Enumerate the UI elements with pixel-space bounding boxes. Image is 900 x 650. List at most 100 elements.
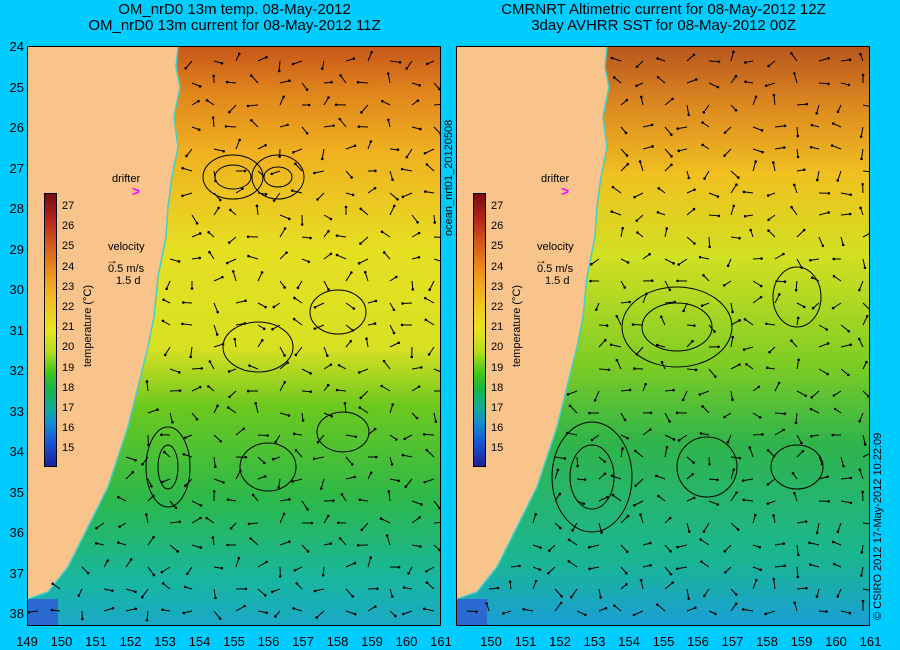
current-arrow-head xyxy=(228,110,231,114)
current-arrow xyxy=(411,214,419,223)
current-arrow-head xyxy=(827,82,830,86)
current-arrow xyxy=(406,148,413,158)
current-arrow-head xyxy=(737,176,740,179)
current-arrow-head xyxy=(692,53,696,57)
current-arrow-head xyxy=(831,540,835,544)
current-arrow xyxy=(766,82,776,87)
current-arrow xyxy=(314,324,325,330)
current-arrow xyxy=(301,500,308,510)
current-arrow xyxy=(213,324,218,335)
current-arrow-head xyxy=(761,433,764,436)
current-arrow-head xyxy=(353,561,357,565)
current-arrow-head xyxy=(312,457,316,461)
current-arrow xyxy=(774,429,784,436)
current-arrow-head xyxy=(305,88,309,91)
current-arrow-head xyxy=(670,154,673,158)
current-arrow xyxy=(774,125,785,128)
current-arrow-head xyxy=(376,587,379,590)
current-arrow xyxy=(730,390,733,400)
colorbar-tick-label: 23 xyxy=(62,280,75,293)
current-arrow-head xyxy=(274,615,277,618)
south-water xyxy=(457,599,487,625)
current-arrow xyxy=(295,346,303,356)
current-arrow xyxy=(743,191,754,194)
current-arrow xyxy=(183,453,193,458)
current-arrow-head xyxy=(248,364,251,367)
current-arrow-head xyxy=(145,618,149,622)
current-arrow xyxy=(191,544,201,549)
velocity-time: 1.5 d xyxy=(116,275,141,287)
current-arrow-head xyxy=(669,572,673,576)
longitude-label: 158 xyxy=(326,634,349,649)
latitude-label: 36 xyxy=(9,525,24,540)
current-arrow-head xyxy=(692,496,696,500)
current-arrow-head xyxy=(227,241,231,244)
right-map-panel[interactable]: drifter > velocity → 0.5 m/s 1.5 d 27 26 2… xyxy=(456,46,870,626)
current-arrow-head xyxy=(392,204,396,208)
current-arrow-head xyxy=(672,388,675,392)
current-arrow-head xyxy=(183,484,187,488)
current-arrow xyxy=(257,561,267,568)
current-arrow xyxy=(708,500,718,505)
current-arrow xyxy=(686,456,694,464)
current-arrow xyxy=(664,228,668,238)
current-arrow xyxy=(186,148,193,157)
latitude-label: 24 xyxy=(9,39,24,54)
current-arrow xyxy=(752,433,763,436)
current-arrow xyxy=(191,367,202,370)
current-arrow-head xyxy=(649,563,652,567)
latitude-label: 32 xyxy=(9,363,24,378)
current-arrow-head xyxy=(672,262,675,265)
current-arrow xyxy=(279,541,290,546)
current-arrow xyxy=(389,148,398,151)
current-arrow xyxy=(361,522,369,531)
current-arrow-head xyxy=(283,381,286,384)
current-arrow-head xyxy=(849,193,853,197)
current-arrow xyxy=(250,538,259,546)
current-arrow-head xyxy=(816,178,819,182)
current-arrow xyxy=(257,56,267,62)
current-arrow-head xyxy=(369,471,373,475)
current-arrow-head xyxy=(863,266,867,270)
current-arrow xyxy=(833,275,842,282)
current-arrow-head xyxy=(648,541,652,545)
current-arrow xyxy=(345,145,356,150)
current-arrow xyxy=(279,412,290,416)
current-arrow xyxy=(191,233,201,238)
current-arrow-head xyxy=(274,440,277,444)
current-arrow xyxy=(433,126,440,134)
current-arrow-head xyxy=(858,288,861,292)
current-arrow-head xyxy=(270,590,274,594)
current-arrow-head xyxy=(508,580,512,584)
current-arrow xyxy=(169,368,180,373)
current-arrow xyxy=(361,104,369,113)
current-arrow xyxy=(686,208,695,216)
current-arrow-head xyxy=(742,348,746,351)
current-arrow xyxy=(793,493,798,502)
velocity-label: velocity xyxy=(108,241,145,253)
current-arrow xyxy=(598,368,609,371)
current-arrow-head xyxy=(861,73,865,77)
current-arrow-head xyxy=(868,232,869,235)
current-arrow-head xyxy=(309,390,312,394)
current-arrow xyxy=(598,588,602,598)
current-arrow-head xyxy=(831,306,835,310)
longitude-label: 149 xyxy=(16,634,38,649)
current-arrow xyxy=(664,389,674,392)
current-arrow xyxy=(272,324,281,330)
current-arrow-head xyxy=(863,443,867,446)
current-arrow-head xyxy=(420,503,423,506)
current-arrow-head xyxy=(249,537,253,540)
current-arrow-head xyxy=(181,301,185,304)
current-arrow xyxy=(52,609,61,612)
left-map-panel[interactable]: drifter > velocity → 0.5 m/s 1.5 d 27 26 2… xyxy=(27,46,441,626)
current-arrow xyxy=(812,302,820,309)
current-arrow-head xyxy=(827,500,830,503)
current-arrow xyxy=(767,367,776,370)
current-arrow xyxy=(840,213,851,216)
current-arrow-head xyxy=(185,154,188,158)
current-arrow xyxy=(810,258,820,261)
current-arrow xyxy=(213,276,223,282)
current-arrow-head xyxy=(735,491,738,494)
current-arrow-head xyxy=(396,148,400,152)
